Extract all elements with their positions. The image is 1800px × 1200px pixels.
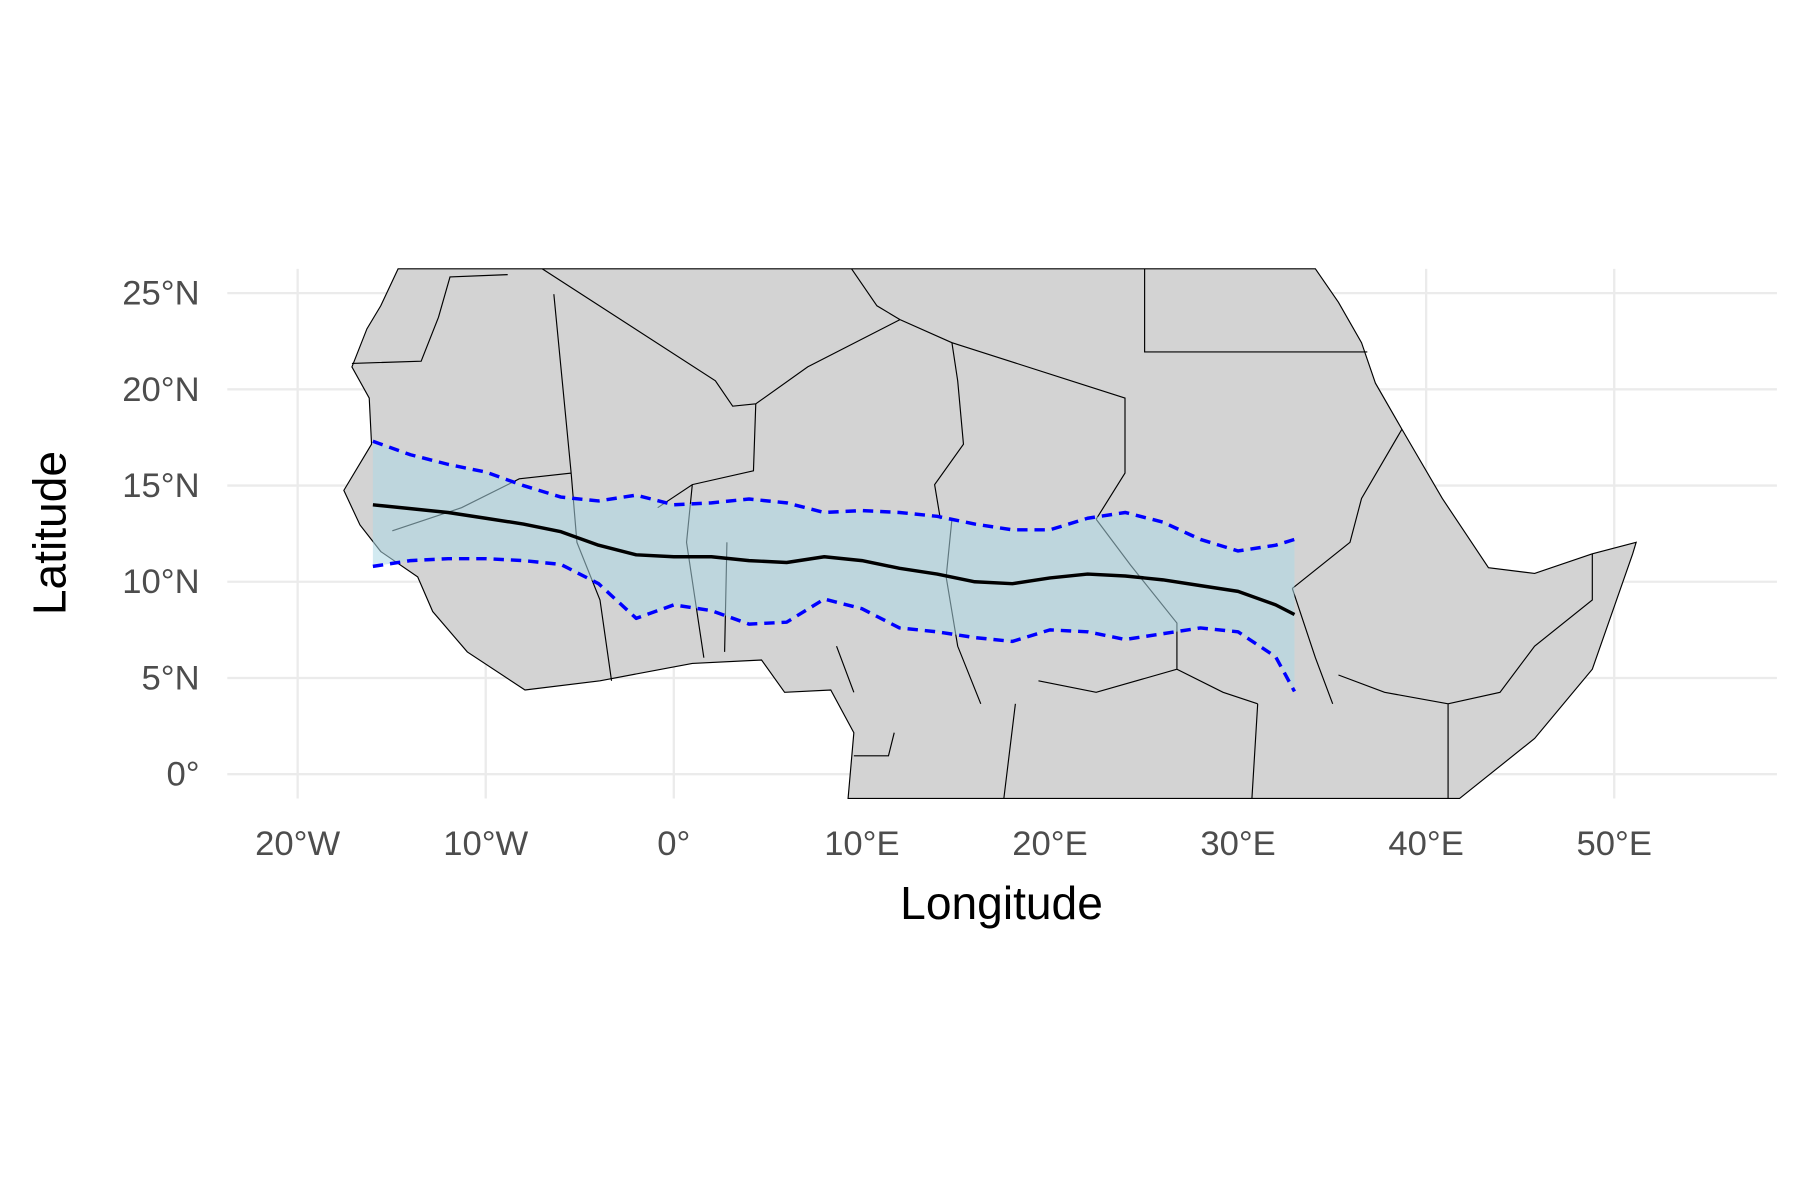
y-tick-label: 20°N xyxy=(122,371,199,409)
x-tick-label: 20°W xyxy=(255,825,340,863)
bound-line xyxy=(372,439,1295,553)
x-tick-label: 20°E xyxy=(1012,825,1087,863)
x-axis-title: Longitude xyxy=(900,877,1103,929)
x-tick-label: 40°E xyxy=(1388,825,1463,863)
bound-line xyxy=(372,556,1297,693)
y-tick-label: 0° xyxy=(167,756,200,794)
plot-marks xyxy=(372,439,1297,693)
x-tick-label: 0° xyxy=(657,825,690,863)
x-tick-label: 30°E xyxy=(1200,825,1275,863)
y-tick-label: 15°N xyxy=(122,467,199,505)
y-axis-title: Latitude xyxy=(23,451,75,615)
y-tick-label: 5°N xyxy=(142,659,200,697)
y-tick-label: 25°N xyxy=(122,275,199,313)
x-tick-label: 10°W xyxy=(443,825,528,863)
y-tick-label: 10°N xyxy=(122,563,199,601)
x-tick-label: 50°E xyxy=(1577,825,1652,863)
center-line xyxy=(372,503,1296,617)
x-tick-label: 10°E xyxy=(824,825,899,863)
